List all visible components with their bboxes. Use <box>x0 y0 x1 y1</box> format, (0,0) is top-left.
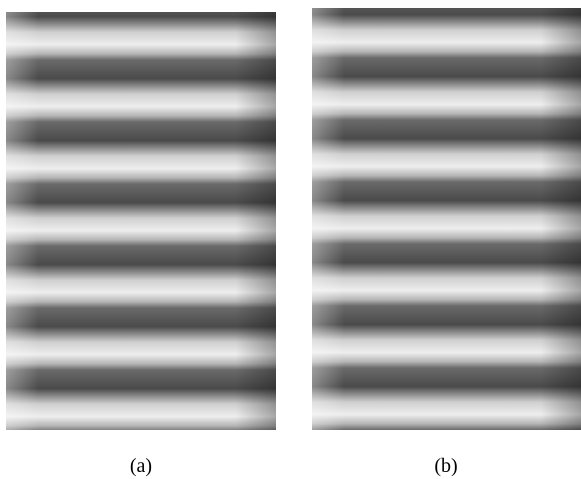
panel-label: (b) <box>434 455 457 477</box>
panel-b <box>312 8 581 430</box>
panel-a <box>6 12 276 430</box>
shading <box>6 12 276 430</box>
shading <box>312 8 581 430</box>
figure: (a) (b) <box>0 0 581 479</box>
panel-label: (a) <box>130 455 152 477</box>
